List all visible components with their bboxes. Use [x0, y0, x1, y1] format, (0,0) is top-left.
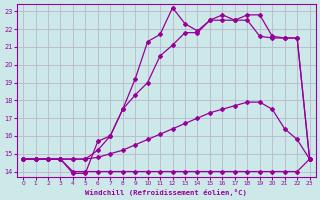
X-axis label: Windchill (Refroidissement éolien,°C): Windchill (Refroidissement éolien,°C) [85, 189, 247, 196]
